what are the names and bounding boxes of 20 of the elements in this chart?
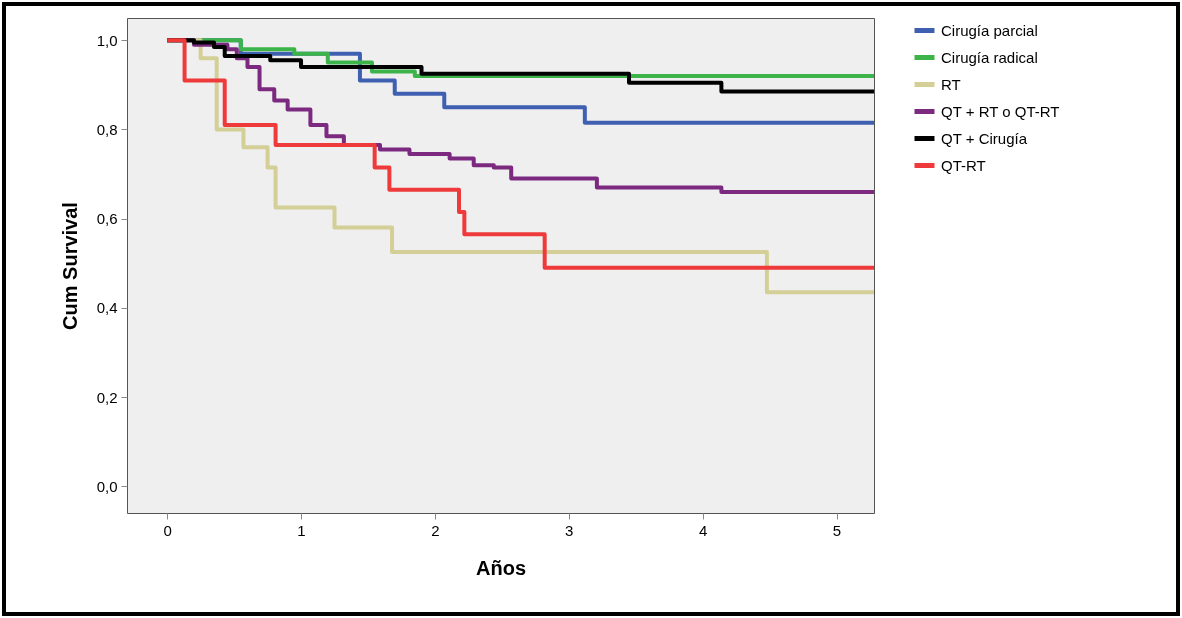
y-axis-title: Cum Survival: [58, 202, 81, 330]
y-tick-label: 1,0: [96, 31, 118, 49]
legend-label: QT-RT: [941, 156, 986, 174]
x-tick-label: 1: [297, 521, 306, 539]
legend-label: Cirugía parcial: [941, 21, 1038, 39]
x-tick-label: 2: [431, 521, 440, 539]
y-tick-label: 0,4: [96, 299, 118, 317]
x-tick-label: 4: [698, 521, 708, 539]
x-tick-label: 3: [565, 521, 574, 539]
legend-label: RT: [941, 75, 961, 93]
x-axis-title: Años: [476, 556, 526, 579]
y-tick-label: 0,6: [96, 210, 118, 228]
x-tick-label: 5: [832, 521, 842, 539]
x-tick-label: 0: [163, 521, 172, 539]
y-tick-label: 0,2: [96, 388, 118, 406]
y-tick-label: 0,0: [96, 477, 118, 495]
y-tick-label: 0,8: [96, 120, 118, 138]
legend-label: Cirugía radical: [941, 48, 1038, 66]
legend-label: QT + Cirugía: [941, 129, 1028, 147]
legend-label: QT + RT o QT-RT: [941, 102, 1060, 120]
